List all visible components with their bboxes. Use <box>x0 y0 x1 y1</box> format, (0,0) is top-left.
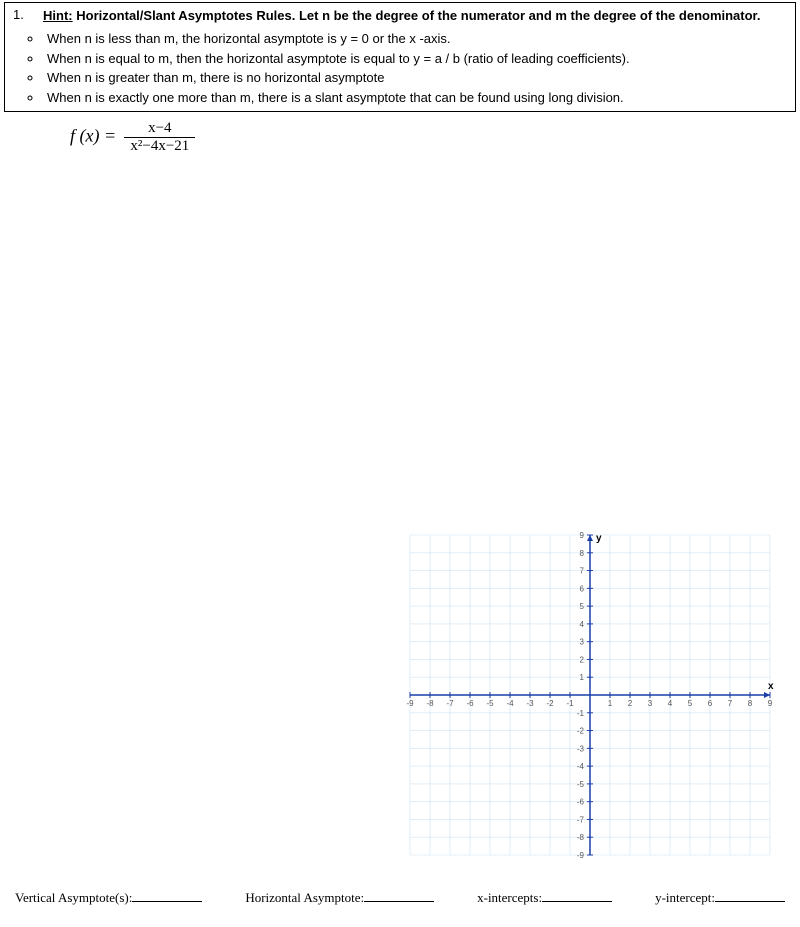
svg-text:-5: -5 <box>577 780 585 789</box>
question-number: 1. <box>13 7 43 22</box>
svg-text:9: 9 <box>580 531 585 540</box>
svg-text:-8: -8 <box>426 699 434 708</box>
coordinate-graph: -9 -8 -7 -6 -5 -4 -3 -2 -1 1 2 3 4 5 6 7 8 9 -9 -8 -7 -6 -5 -4 -… <box>400 525 780 865</box>
svg-text:-8: -8 <box>577 833 585 842</box>
svg-text:-4: -4 <box>577 762 585 771</box>
svg-text:x: x <box>768 681 774 692</box>
svg-text:1: 1 <box>580 673 585 682</box>
svg-text:-9: -9 <box>406 699 414 708</box>
blank[interactable] <box>542 890 612 902</box>
horizontal-asymptote-label: Horizontal Asymptote: <box>245 890 364 906</box>
svg-text:2: 2 <box>628 699 633 708</box>
svg-text:6: 6 <box>580 584 585 593</box>
svg-text:-4: -4 <box>506 699 514 708</box>
svg-text:5: 5 <box>688 699 693 708</box>
x-intercepts-label: x-intercepts: <box>477 890 542 906</box>
svg-text:-7: -7 <box>577 815 585 824</box>
svg-text:-9: -9 <box>577 851 585 860</box>
svg-text:y: y <box>596 533 602 544</box>
svg-text:1: 1 <box>608 699 613 708</box>
svg-text:-7: -7 <box>446 699 454 708</box>
rule-item: When n is exactly one more than m, there… <box>43 88 787 108</box>
svg-text:-2: -2 <box>546 699 554 708</box>
rule-item: When n is less than m, the horizontal as… <box>43 29 787 49</box>
formula-numerator: x−4 <box>124 120 195 138</box>
svg-text:-3: -3 <box>526 699 534 708</box>
hint-label: Hint: <box>43 8 73 23</box>
svg-text:-1: -1 <box>577 709 585 718</box>
vertical-asymptote-label: Vertical Asymptote(s): <box>15 890 132 906</box>
svg-text:3: 3 <box>648 699 653 708</box>
formula-fraction: x−4 x²−4x−21 <box>124 120 195 155</box>
svg-text:-6: -6 <box>466 699 474 708</box>
blank[interactable] <box>364 890 434 902</box>
svg-text:-3: -3 <box>577 744 585 753</box>
blank[interactable] <box>715 890 785 902</box>
svg-text:-6: -6 <box>577 798 585 807</box>
hint-box: 1. Hint: Horizontal/Slant Asymptotes Rul… <box>4 2 796 112</box>
blank[interactable] <box>132 890 202 902</box>
formula-lhs: f (x) = <box>70 126 116 146</box>
rule-item: When n is greater than m, there is no ho… <box>43 68 787 88</box>
svg-text:4: 4 <box>580 620 585 629</box>
svg-text:-2: -2 <box>577 727 585 736</box>
svg-text:-5: -5 <box>486 699 494 708</box>
svg-text:9: 9 <box>768 699 773 708</box>
svg-text:8: 8 <box>748 699 753 708</box>
y-intercept-label: y-intercept: <box>655 890 715 906</box>
svg-text:4: 4 <box>668 699 673 708</box>
hint-text: Horizontal/Slant Asymptotes Rules. Let n… <box>76 8 760 23</box>
svg-text:2: 2 <box>580 655 585 664</box>
rules-list: When n is less than m, the horizontal as… <box>23 29 787 107</box>
svg-text:3: 3 <box>580 638 585 647</box>
svg-text:-1: -1 <box>566 699 574 708</box>
svg-text:8: 8 <box>580 549 585 558</box>
svg-text:5: 5 <box>580 602 585 611</box>
answer-row: Vertical Asymptote(s): Horizontal Asympt… <box>15 890 785 906</box>
svg-text:7: 7 <box>728 699 733 708</box>
svg-text:6: 6 <box>708 699 713 708</box>
hint-line: Hint: Horizontal/Slant Asymptotes Rules.… <box>43 7 787 25</box>
rule-item: When n is equal to m, then the horizonta… <box>43 49 787 69</box>
svg-text:7: 7 <box>580 567 585 576</box>
graph-svg: -9 -8 -7 -6 -5 -4 -3 -2 -1 1 2 3 4 5 6 7 8 9 -9 -8 -7 -6 -5 -4 -… <box>400 525 780 865</box>
formula-denominator: x²−4x−21 <box>124 138 195 155</box>
formula: f (x) = x−4 x²−4x−21 <box>70 120 800 155</box>
